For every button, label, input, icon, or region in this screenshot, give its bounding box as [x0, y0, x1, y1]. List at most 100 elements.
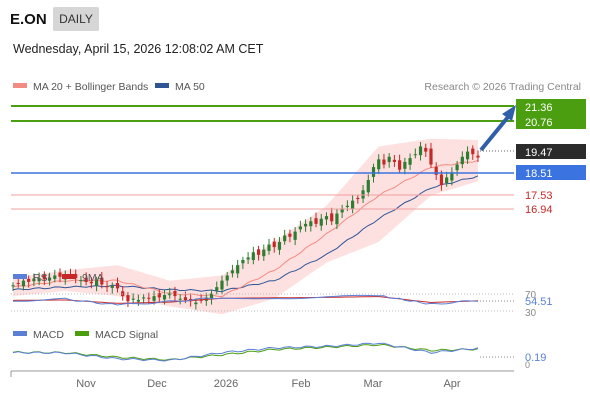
- tab-daily[interactable]: DAILY: [53, 7, 99, 31]
- candle-body: [53, 275, 57, 279]
- candle-body: [476, 155, 480, 158]
- candle-body: [371, 167, 376, 177]
- legend-rsi-label: RSI: [33, 272, 51, 284]
- legend-macd-signal-swatch: [75, 331, 89, 336]
- x-tick-feb: Feb: [292, 378, 311, 390]
- legend-rsi-swatch: [13, 274, 27, 279]
- price-label-21-36: 21.36: [516, 99, 586, 114]
- x-tick-2026: 2026: [214, 378, 238, 390]
- price-panel: [11, 138, 480, 315]
- x-tick-mar: Mar: [364, 378, 383, 390]
- legend-ma50-swatch: [155, 83, 169, 88]
- candle-body: [272, 241, 276, 248]
- candle-body: [47, 277, 52, 281]
- candle-body: [79, 280, 83, 282]
- credit-text: Research © 2026 Trading Central: [424, 81, 581, 93]
- candle-body: [429, 148, 433, 165]
- timestamp: Wednesday, April 15, 2026 12:08:02 AM CE…: [13, 42, 264, 56]
- candle-body: [131, 298, 135, 300]
- candle-body: [445, 177, 449, 184]
- candle-body: [256, 249, 261, 255]
- candle-body: [450, 172, 454, 181]
- candle-body: [351, 200, 355, 209]
- candle-body: [382, 159, 386, 165]
- candle-body: [209, 293, 214, 300]
- candle-body: [162, 294, 167, 300]
- candle-body: [37, 278, 41, 282]
- candle-body: [220, 280, 224, 290]
- candle-body: [236, 265, 240, 274]
- rsi-level-70: 70: [525, 290, 537, 301]
- candle-body: [105, 286, 109, 288]
- candle-body: [377, 159, 381, 170]
- candle-body: [215, 287, 219, 291]
- candle-body: [267, 244, 271, 251]
- candle-body: [42, 275, 46, 280]
- candle-body: [298, 226, 302, 230]
- candle-body: [21, 280, 26, 287]
- candle-body: [84, 277, 88, 282]
- rsi-line: [13, 294, 479, 306]
- candle-body: [178, 298, 182, 300]
- x-tick-nov: Nov: [76, 378, 96, 390]
- candle-body: [408, 158, 412, 165]
- ma50-line: [12, 175, 479, 293]
- symbol-title: E.ON: [10, 11, 47, 28]
- svg-text:21.36: 21.36: [525, 102, 553, 114]
- candle-body: [361, 190, 365, 199]
- macd-value: 0.19: [525, 352, 546, 364]
- candle-body: [241, 260, 245, 264]
- legend-macd-label: MACD: [33, 329, 64, 341]
- candle-body: [314, 218, 318, 224]
- legend-ma50-label: MA 50: [175, 81, 205, 93]
- candle-body: [392, 159, 397, 162]
- candle-body: [455, 164, 459, 171]
- macd-line: [12, 342, 479, 362]
- candle-body: [32, 278, 36, 282]
- candle-body: [173, 291, 177, 297]
- legend-ma20-label: MA 20 + Bollinger Bands: [33, 81, 148, 93]
- tab-daily-label: DAILY: [59, 12, 93, 26]
- candle-body: [100, 277, 104, 285]
- candle-body: [94, 280, 99, 286]
- rsi-level-30: 30: [525, 308, 537, 319]
- candle-body: [398, 160, 402, 170]
- candle-body: [303, 223, 308, 227]
- svg-text:18.51: 18.51: [525, 168, 553, 180]
- candle-body: [58, 272, 62, 277]
- candle-body: [251, 252, 255, 261]
- candle-body: [330, 213, 334, 222]
- candle-body: [356, 198, 360, 200]
- legend-ma20-swatch: [13, 83, 27, 88]
- candle-body: [366, 180, 370, 193]
- candle-body: [194, 302, 198, 305]
- candle-body: [434, 167, 438, 175]
- legend-macd-signal-label: MACD Signal: [95, 329, 158, 341]
- candle-body: [126, 295, 130, 302]
- candle-body: [147, 297, 151, 299]
- candle-body: [16, 282, 20, 284]
- x-tick-apr: Apr: [443, 378, 460, 390]
- legend-9ma-swatch: [62, 274, 76, 279]
- candle-body: [413, 154, 417, 156]
- candle-body: [471, 148, 475, 155]
- svg-text:19.47: 19.47: [525, 147, 553, 159]
- candle-body: [89, 281, 93, 284]
- macd-signal-line: [12, 343, 479, 361]
- candle-body: [288, 233, 292, 237]
- candle-body: [142, 297, 146, 299]
- svg-text:20.76: 20.76: [525, 117, 553, 129]
- x-tick-dec: Dec: [147, 378, 167, 390]
- candle-body: [283, 235, 287, 242]
- candle-body: [335, 213, 339, 225]
- projection-arrow: [479, 105, 516, 152]
- candle-body: [157, 293, 161, 298]
- candle-body: [183, 297, 188, 300]
- candle-body: [115, 283, 120, 289]
- candle-body: [324, 216, 329, 220]
- candle-body: [262, 249, 266, 257]
- candle-body: [230, 270, 235, 274]
- candle-body: [460, 156, 464, 165]
- price-label-17-53: 17.53: [525, 190, 553, 202]
- macd-zero-label: 0: [525, 360, 530, 370]
